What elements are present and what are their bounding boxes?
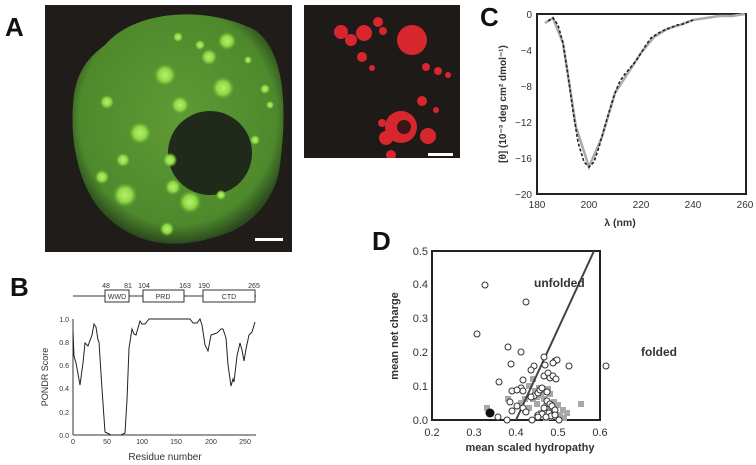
cd-curve-dashed	[547, 16, 694, 169]
panel-label-c: C	[480, 2, 499, 32]
domain-tick: 190	[198, 283, 210, 290]
cd-curve-gray	[544, 12, 746, 171]
svg-text:100: 100	[136, 439, 148, 446]
svg-text:0.6: 0.6	[592, 427, 607, 439]
svg-text:240: 240	[685, 200, 702, 211]
pondr-curve	[72, 317, 256, 436]
domain-tick: 163	[179, 283, 191, 290]
svg-text:180: 180	[529, 200, 546, 211]
highlighted-point	[485, 408, 495, 418]
domain-tick: 48	[102, 283, 110, 290]
svg-text:0.3: 0.3	[413, 313, 428, 325]
svg-text:−4: −4	[521, 46, 533, 57]
svg-text:260: 260	[737, 200, 754, 211]
svg-text:−8: −8	[521, 82, 533, 93]
domain-map: WWD PRD CTD 48 81 104 163 190 265	[73, 283, 260, 303]
unfolded-points	[473, 281, 610, 424]
svg-text:250: 250	[239, 439, 251, 446]
pondr-xaxis-label: Residue number	[128, 452, 202, 463]
svg-text:200: 200	[581, 200, 598, 211]
svg-text:0.4: 0.4	[508, 427, 523, 439]
svg-text:0: 0	[526, 10, 532, 21]
pondr-yaxis-label: PONDR Score	[40, 348, 50, 407]
pondr-xaxis-ticks: 0 50 100 150 200 250	[71, 439, 251, 446]
cd-plot-frame	[536, 13, 747, 195]
unfolded-annotation: unfolded	[534, 276, 585, 290]
svg-text:0.0: 0.0	[59, 433, 69, 440]
folded-points	[484, 376, 584, 421]
domain-tick: 265	[248, 283, 260, 290]
micrograph-red	[304, 5, 460, 158]
svg-text:0.6: 0.6	[59, 363, 69, 370]
svg-text:0.2: 0.2	[424, 427, 439, 439]
micrograph-green	[45, 5, 292, 252]
svg-text:1.0: 1.0	[59, 317, 69, 324]
domain-label-prd: PRD	[156, 294, 171, 301]
panel-label-a: A	[5, 12, 24, 42]
domain-prd	[142, 289, 185, 303]
fold-boundary-line	[515, 250, 595, 421]
svg-text:0.8: 0.8	[59, 340, 69, 347]
scale-bar	[428, 153, 453, 156]
domain-ctd	[202, 289, 256, 303]
svg-text:150: 150	[170, 439, 182, 446]
svg-text:200: 200	[205, 439, 217, 446]
pondr-yaxis-ticks: 0.0 0.2 0.4 0.6 0.8 1.0	[59, 317, 69, 440]
svg-text:0.2: 0.2	[413, 347, 428, 359]
ch-xaxis-ticks: 0.2 0.3 0.4 0.5 0.6	[424, 427, 607, 439]
red-droplets-image	[334, 17, 453, 158]
domain-label-ctd: CTD	[222, 294, 236, 301]
domain-tick: 104	[138, 283, 150, 290]
scale-bar	[255, 238, 283, 241]
svg-text:−16: −16	[515, 154, 532, 165]
cd-yaxis-ticks: 0 −4 −8 −12 −16 −20	[515, 10, 532, 201]
svg-text:0.3: 0.3	[466, 427, 481, 439]
panel-label-d: D	[372, 226, 391, 256]
ch-plot-frame	[431, 250, 601, 421]
svg-text:220: 220	[633, 200, 650, 211]
ch-yaxis-label: mean net charge	[389, 292, 401, 379]
svg-text:0.1: 0.1	[413, 381, 428, 393]
cd-xaxis-ticks: 180 200 220 240 260	[529, 200, 754, 211]
cd-yaxis-label: [θ] (10⁻³ deg cm² dmol⁻¹)	[498, 45, 509, 163]
svg-text:0.4: 0.4	[413, 279, 428, 291]
svg-text:−20: −20	[515, 190, 532, 201]
svg-text:0.5: 0.5	[550, 427, 565, 439]
ch-yaxis-ticks: 0.0 0.1 0.2 0.3 0.4 0.5	[413, 246, 428, 427]
ch-xaxis-label: mean scaled hydropathy	[466, 442, 596, 454]
svg-text:0: 0	[71, 439, 75, 446]
svg-text:−12: −12	[515, 118, 532, 129]
svg-text:0.0: 0.0	[413, 415, 428, 427]
folded-annotation: folded	[641, 345, 677, 359]
domain-wwd	[104, 289, 130, 303]
cd-xaxis-label: λ (nm)	[604, 217, 636, 229]
svg-text:0.4: 0.4	[59, 386, 69, 393]
svg-text:0.5: 0.5	[413, 246, 428, 258]
svg-text:50: 50	[103, 439, 111, 446]
panel-label-b: B	[10, 272, 29, 302]
green-nucleus-image	[72, 14, 284, 244]
svg-text:0.2: 0.2	[59, 410, 69, 417]
domain-tick: 81	[124, 283, 132, 290]
domain-label-wwd: WWD	[108, 294, 126, 301]
